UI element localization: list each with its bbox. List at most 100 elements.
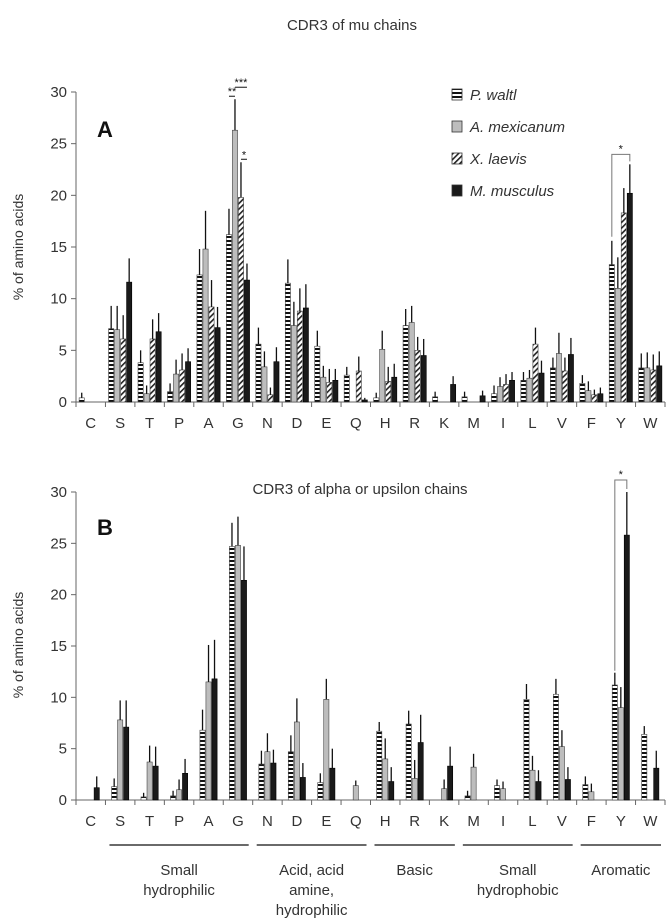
chart-a-y-axis-label: % of amino acids <box>10 194 26 301</box>
chart-b-x-tick-label: I <box>501 813 505 830</box>
chart-b-group-label: amine, <box>289 882 334 899</box>
chart-a-x-tick-label: E <box>321 415 331 432</box>
chart-a-bar-m-musculus <box>568 354 574 403</box>
chart-b-bar-m-musculus <box>329 767 336 801</box>
chart-b-x-tick-label: G <box>232 813 244 830</box>
chart-b-x-tick-label: W <box>643 813 658 830</box>
chart-a-bar-x-laevis <box>120 338 127 403</box>
legend-label-x-laevis: X. laevis <box>469 151 527 168</box>
chart-b-x-tick-label: F <box>587 813 596 830</box>
chart-b-x-tick-label: K <box>439 813 449 830</box>
chart-b-y-tick-label: 25 <box>50 535 67 552</box>
chart-b-bar-m-musculus <box>417 742 424 801</box>
chart-a-bar-a-mexicanum <box>644 367 651 403</box>
chart-b-bar-a-mexicanum <box>529 769 536 801</box>
chart-b-bar-p-waltl <box>111 786 118 801</box>
chart-a-x-tick-label: R <box>409 415 420 432</box>
chart-b-bar-a-mexicanum <box>559 746 565 801</box>
chart-a-y-tick-label: 5 <box>59 342 67 359</box>
chart-a-bar-m-musculus <box>538 372 545 403</box>
chart-b-group-label: hydrophilic <box>143 882 215 899</box>
chart-a-bar-p-waltl <box>461 396 468 403</box>
chart-b-bar-m-musculus <box>623 534 630 801</box>
chart-b-bar-p-waltl <box>611 684 618 801</box>
chart-a-x-tick-label: H <box>380 415 391 432</box>
chart-a-bar-a-mexicanum <box>114 329 121 403</box>
chart-a-panel-label: A <box>97 117 113 142</box>
chart-b-bar-m-musculus <box>565 779 571 801</box>
chart-a-x-tick-label: M <box>467 415 480 432</box>
chart-b-bar-p-waltl <box>494 785 500 801</box>
chart-a-bar-p-waltl <box>284 282 291 403</box>
chart-a-bar-m-musculus <box>626 192 633 403</box>
chart-a-title: CDR3 of mu chains <box>287 17 417 34</box>
chart-b-group-label: Small <box>160 862 198 879</box>
chart-a-y-tick-label: 30 <box>50 84 67 101</box>
chart-a-x-tick-label: N <box>262 415 273 432</box>
chart-a-y-tick-label: 0 <box>59 394 67 411</box>
chart-a-bar-p-waltl <box>491 393 497 403</box>
chart-b-bar-m-musculus <box>211 678 218 801</box>
chart-a-x-tick-label: G <box>232 415 244 432</box>
chart-a-x-tick-label: F <box>587 415 596 432</box>
chart-b-x-tick-label: L <box>528 813 536 830</box>
legend-label-a-mexicanum: A. mexicanum <box>469 119 565 136</box>
chart-b-x-tick-label: M <box>467 813 480 830</box>
chart-b-bar-a-mexicanum <box>176 789 182 801</box>
chart-b-bar-a-mexicanum <box>293 721 300 801</box>
chart-a-y-tick-label: 10 <box>50 291 67 308</box>
chart-b-bar-a-mexicanum <box>617 707 624 801</box>
chart-a-bar-p-waltl <box>108 328 115 403</box>
chart-b-x-tick-label: H <box>380 813 391 830</box>
chart-a-bar-m-musculus <box>361 399 368 403</box>
chart-a-x-tick-label: V <box>557 415 567 432</box>
chart-a-x-tick-label: Y <box>616 415 626 432</box>
chart-a-bar-m-musculus <box>450 384 457 403</box>
chart-b-y-tick-label: 5 <box>59 741 67 758</box>
chart-b-bar-a-mexicanum <box>235 545 241 801</box>
chart-b-bar-p-waltl <box>582 784 589 801</box>
chart-a-bar-a-mexicanum <box>585 390 592 403</box>
chart-a-bar-p-waltl <box>579 383 586 403</box>
chart-b-x-tick-label: C <box>85 813 96 830</box>
chart-a-x-tick-label: L <box>528 415 536 432</box>
chart-b-x-tick-label: D <box>291 813 302 830</box>
chart-a-bar-x-laevis <box>503 384 509 403</box>
chart-a-x-tick-label: I <box>501 415 505 432</box>
chart-b-bar-m-musculus <box>270 762 277 801</box>
chart-b-group-label: Small <box>499 862 537 879</box>
chart-a-x-tick-label: Q <box>350 415 362 432</box>
chart-a-bar-x-laevis <box>414 350 421 403</box>
chart-a-bar-x-laevis <box>296 310 303 403</box>
chart-a-bar-x-laevis <box>149 338 156 403</box>
chart-b-x-tick-label: R <box>409 813 420 830</box>
chart-b-bar-p-waltl <box>199 729 206 801</box>
chart-b-bar-p-waltl <box>523 699 530 801</box>
legend-label-m-musculus: M. musculus <box>470 183 555 200</box>
chart-b-title: CDR3 of alpha or upsilon chains <box>252 481 467 498</box>
chart-b-bar-p-waltl <box>376 730 383 801</box>
chart-b-group-label: Aromatic <box>591 862 651 879</box>
chart-a-bar-p-waltl <box>226 234 232 403</box>
chart-b-bar-a-mexicanum <box>382 758 389 801</box>
chart-a-bar-m-musculus <box>185 361 191 403</box>
chart-b-bar-m-musculus <box>123 726 130 801</box>
chart-a-x-tick-label: T <box>145 415 154 432</box>
chart-a-bar-p-waltl <box>255 343 262 403</box>
chart-a-bar-a-mexicanum <box>556 353 562 403</box>
chart-a-sig-marker: *** <box>235 77 249 89</box>
chart-b-bar-a-mexicanum <box>500 788 506 801</box>
chart-a-bar-x-laevis <box>620 212 627 403</box>
chart-b-bar-a-mexicanum <box>264 751 271 801</box>
chart-b-bar-m-musculus <box>152 765 159 801</box>
chart-b-y-tick-label: 10 <box>50 689 67 706</box>
chart-b-bar-p-waltl <box>140 796 147 801</box>
chart-a-bar-p-waltl <box>314 345 321 403</box>
chart-b-bar-p-waltl <box>287 751 294 801</box>
chart-b-x-tick-label: N <box>262 813 273 830</box>
chart-a-bar-x-laevis <box>562 370 568 403</box>
chart-a-sig-marker: * <box>619 143 624 155</box>
chart-b-x-tick-label: S <box>115 813 125 830</box>
chart-a-bar-m-musculus <box>479 395 486 403</box>
chart-b-bar-p-waltl <box>641 733 648 801</box>
